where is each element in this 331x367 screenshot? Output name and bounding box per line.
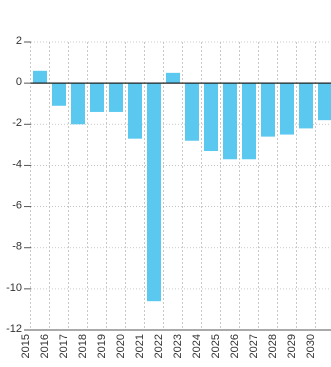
- x-tick-label: 2029: [286, 334, 298, 358]
- x-tick-label: 2028: [267, 334, 279, 358]
- bar: [147, 83, 161, 302]
- bar: [223, 83, 237, 160]
- x-tick-label: 2022: [153, 334, 165, 358]
- bar: [71, 83, 85, 125]
- x-tick-label: 2026: [229, 334, 241, 358]
- bar: [90, 83, 104, 112]
- bar: [52, 83, 66, 106]
- x-tick-label: 2020: [115, 334, 127, 358]
- x-tick-label: 2017: [58, 334, 70, 358]
- y-tick-label: -8: [12, 241, 22, 253]
- y-tick-label: -2: [12, 117, 22, 129]
- y-tick-label: -4: [12, 158, 22, 170]
- bar: [33, 70, 47, 84]
- bar: [242, 83, 256, 160]
- x-tick-label: 2024: [191, 334, 203, 358]
- x-tick-label: 2027: [248, 334, 260, 358]
- bar: [299, 83, 313, 129]
- bar: [261, 83, 275, 137]
- bar: [109, 83, 123, 112]
- y-tick-label: -6: [12, 199, 22, 211]
- x-tick-label: 2016: [39, 334, 51, 358]
- y-tick-label: 0: [16, 76, 22, 88]
- x-tick-label: 2023: [172, 334, 184, 358]
- x-tick-label: 2018: [77, 334, 89, 358]
- bar: [318, 83, 331, 121]
- bar: [128, 83, 142, 139]
- bar: [204, 83, 218, 152]
- y-tick-label: -10: [6, 282, 22, 294]
- x-tick-label: 2025: [210, 334, 222, 358]
- bar: [166, 72, 180, 84]
- y-tick-label: 2: [16, 35, 22, 47]
- bar: [185, 83, 199, 141]
- x-tick-label: 2030: [305, 334, 317, 358]
- x-tick-label: 2021: [134, 334, 146, 358]
- x-tick-label: 2019: [96, 334, 108, 358]
- bar: [280, 83, 294, 135]
- y-tick-label: -12: [6, 323, 22, 335]
- x-tick-label: 2015: [20, 334, 32, 358]
